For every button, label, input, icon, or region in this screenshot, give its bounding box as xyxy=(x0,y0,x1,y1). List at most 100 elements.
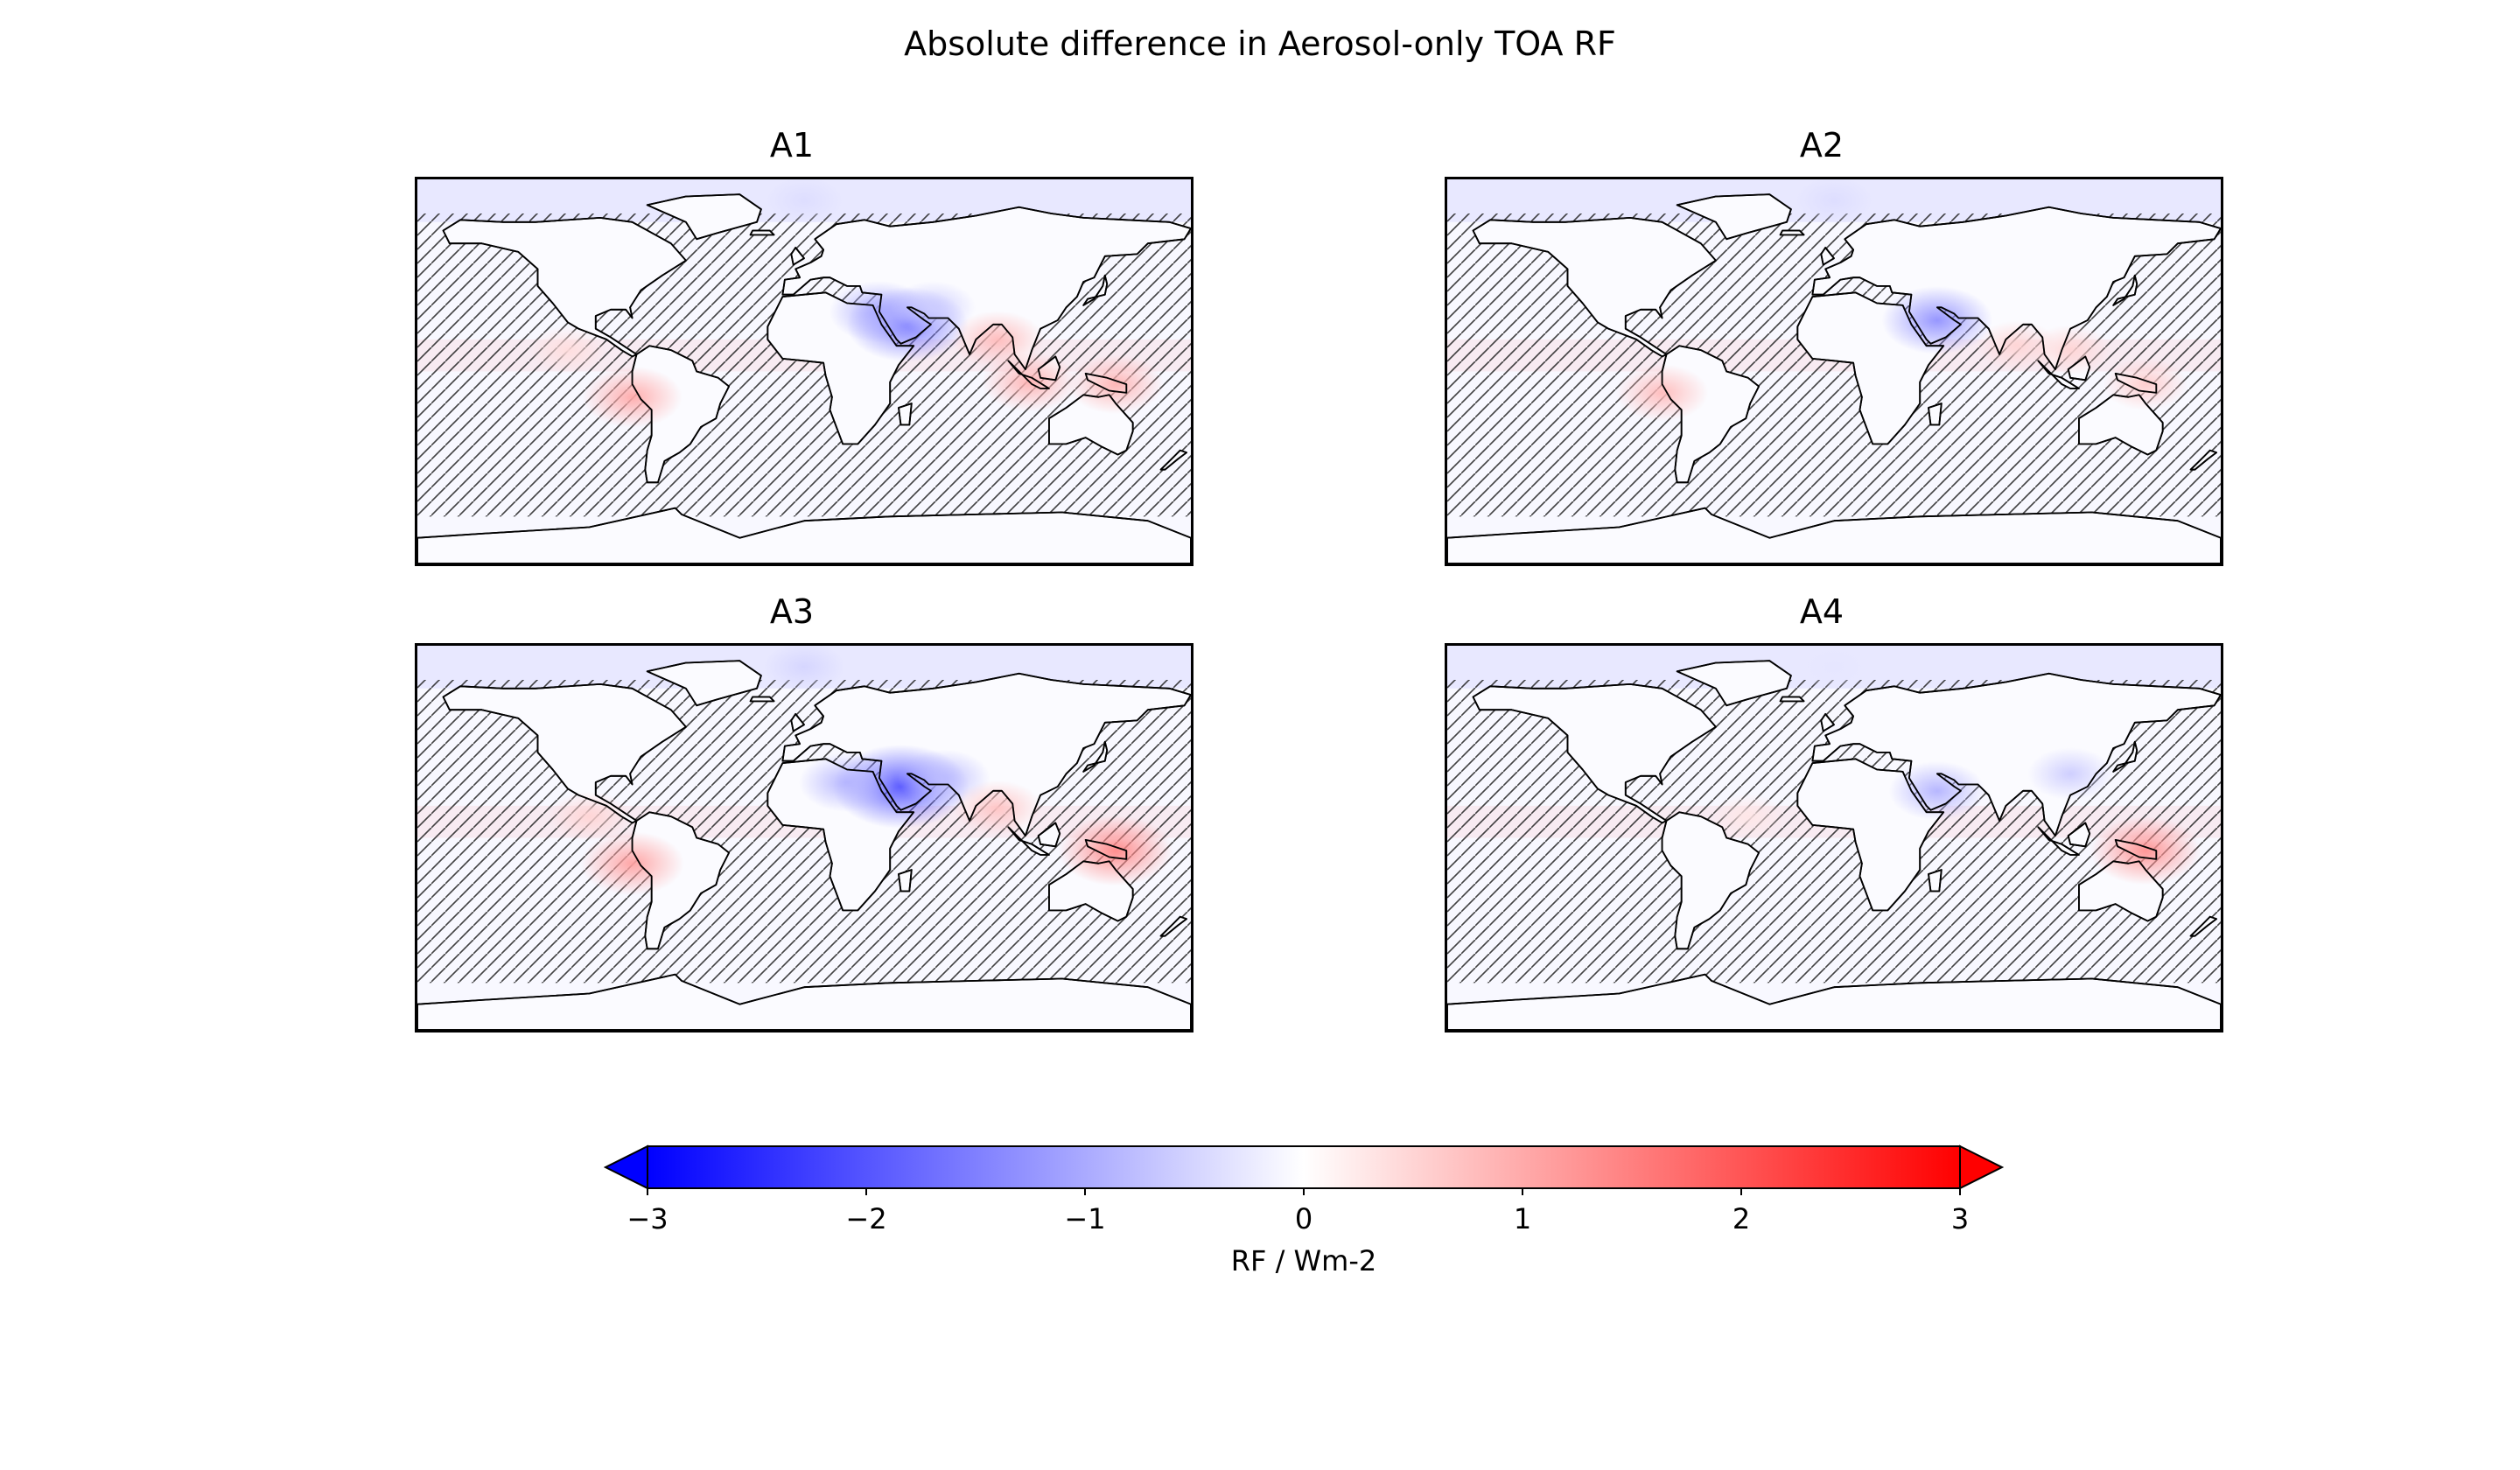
coastline-outline xyxy=(442,683,687,824)
panel-title-a1: A1 xyxy=(769,126,815,164)
colorbar-gradient xyxy=(647,1145,1961,1189)
coastline-outline xyxy=(749,229,775,236)
map-canvas xyxy=(417,646,1191,1030)
rf-anomaly xyxy=(763,646,845,693)
colorbar-extend-max xyxy=(1959,1144,2005,1190)
rf-anomaly xyxy=(2027,747,2113,801)
panel-title-a3: A3 xyxy=(769,592,815,631)
coastline-outline xyxy=(1796,291,1945,445)
coastline-outline xyxy=(1820,247,1835,266)
coastline-outline xyxy=(1037,822,1061,848)
rf-anomaly xyxy=(798,752,896,813)
map-canvas xyxy=(417,179,1191,564)
coastline-outline xyxy=(766,758,915,912)
panel-title-a2: A2 xyxy=(1799,126,1844,164)
rf-anomaly xyxy=(765,179,844,225)
rf-anomaly xyxy=(2103,358,2188,411)
coastline-outline xyxy=(417,973,1191,1030)
coastline-outline xyxy=(2078,394,2164,456)
map-panel-a3 xyxy=(415,643,1194,1032)
rf-anomaly xyxy=(1881,285,1993,355)
coastline-outline xyxy=(2114,838,2158,860)
coastline-outline xyxy=(1779,696,1805,703)
coastline-outline xyxy=(2114,372,2158,394)
coastline-outline xyxy=(1928,869,1942,892)
coastline-outline xyxy=(1676,660,1792,707)
rf-anomaly xyxy=(1711,793,1786,840)
rf-anomaly xyxy=(1796,646,1872,690)
colorbar-tick-label: −1 xyxy=(1064,1202,1106,1236)
coastline-outline xyxy=(2078,860,2164,922)
coastline-outline xyxy=(2037,360,2080,389)
panel-title-a4: A4 xyxy=(1799,592,1844,631)
coastline-outline xyxy=(1037,355,1061,382)
coastline-outline xyxy=(1082,740,1109,773)
colorbar-tick-label: 0 xyxy=(1294,1202,1313,1236)
rf-anomaly xyxy=(1795,179,1873,225)
coastline-outline xyxy=(2189,915,2217,937)
map-panel-a4 xyxy=(1445,643,2223,1032)
coastline-outline xyxy=(631,811,731,950)
coastline-outline xyxy=(1779,229,1805,236)
coastline-outline xyxy=(1048,394,1134,456)
coastline-outline xyxy=(1007,360,1050,389)
coastline-outline xyxy=(2037,826,2080,856)
colorbar-bar xyxy=(603,1144,2005,1195)
map-canvas xyxy=(1447,646,2221,1030)
coastline-outline xyxy=(1811,672,2221,837)
rf-anomaly xyxy=(1067,354,1165,415)
coastline-outline xyxy=(631,345,731,484)
coastline-outline xyxy=(646,660,762,707)
coastline-outline xyxy=(2189,449,2217,471)
rf-anomaly xyxy=(1888,760,1985,821)
coastline-outline xyxy=(898,402,913,426)
colorbar-tick-label: 2 xyxy=(1732,1202,1751,1236)
rf-anomaly xyxy=(953,780,1042,836)
figure-title: Absolute difference in Aerosol-only TOA … xyxy=(904,24,1616,63)
coastline-outline xyxy=(1082,274,1109,306)
coastline-outline xyxy=(1472,217,1717,358)
coastline-outline xyxy=(2112,740,2138,773)
coastline-outline xyxy=(417,507,1191,564)
coastline-outline xyxy=(1928,402,1942,426)
rf-anomaly xyxy=(890,281,976,334)
colorbar-tick-label: 1 xyxy=(1513,1202,1532,1236)
coastline-outline xyxy=(766,291,915,445)
coastline-outline xyxy=(1676,193,1792,241)
coastline-outline xyxy=(1159,449,1187,471)
colorbar-tick-label: 3 xyxy=(1950,1202,1970,1236)
coastline-outline xyxy=(442,217,687,358)
coastline-outline xyxy=(790,713,805,732)
map-canvas xyxy=(1447,179,2221,564)
coastline-outline xyxy=(1661,811,1760,950)
coastline-outline xyxy=(1472,683,1717,824)
coastline-outline xyxy=(1007,826,1050,856)
coastline-outline xyxy=(749,696,775,703)
coastline-outline xyxy=(1048,860,1134,922)
coastline-outline xyxy=(1159,915,1187,937)
coastline-outline xyxy=(1661,345,1760,484)
colorbar-tick-label: −2 xyxy=(845,1202,887,1236)
colorbar: −3 −2 −1 0 1 2 3 RF / Wm-2 xyxy=(603,1138,2005,1295)
coastline-outline xyxy=(1447,973,2221,1030)
rf-anomaly xyxy=(580,831,684,896)
colorbar-label: RF / Wm-2 xyxy=(1230,1244,1377,1278)
rf-anomaly xyxy=(1058,815,1173,886)
rf-anomaly xyxy=(1615,364,1709,422)
map-panel-a1 xyxy=(415,177,1194,566)
coastline-outline xyxy=(2067,822,2091,848)
coastline-outline xyxy=(2067,355,2091,382)
coastline-outline xyxy=(1447,507,2221,564)
coastline-outline xyxy=(1796,758,1945,912)
rf-anomaly xyxy=(2090,816,2202,886)
coastline-outline xyxy=(2112,274,2138,306)
coastline-outline xyxy=(1084,372,1128,394)
coastline-outline xyxy=(781,206,1191,371)
map-panel-a2 xyxy=(1445,177,2223,566)
coastline-outline xyxy=(646,193,762,241)
coastline-outline xyxy=(1820,713,1835,732)
coastline-outline xyxy=(781,672,1191,837)
rf-anomaly xyxy=(582,366,682,428)
rf-anomaly xyxy=(528,326,607,374)
